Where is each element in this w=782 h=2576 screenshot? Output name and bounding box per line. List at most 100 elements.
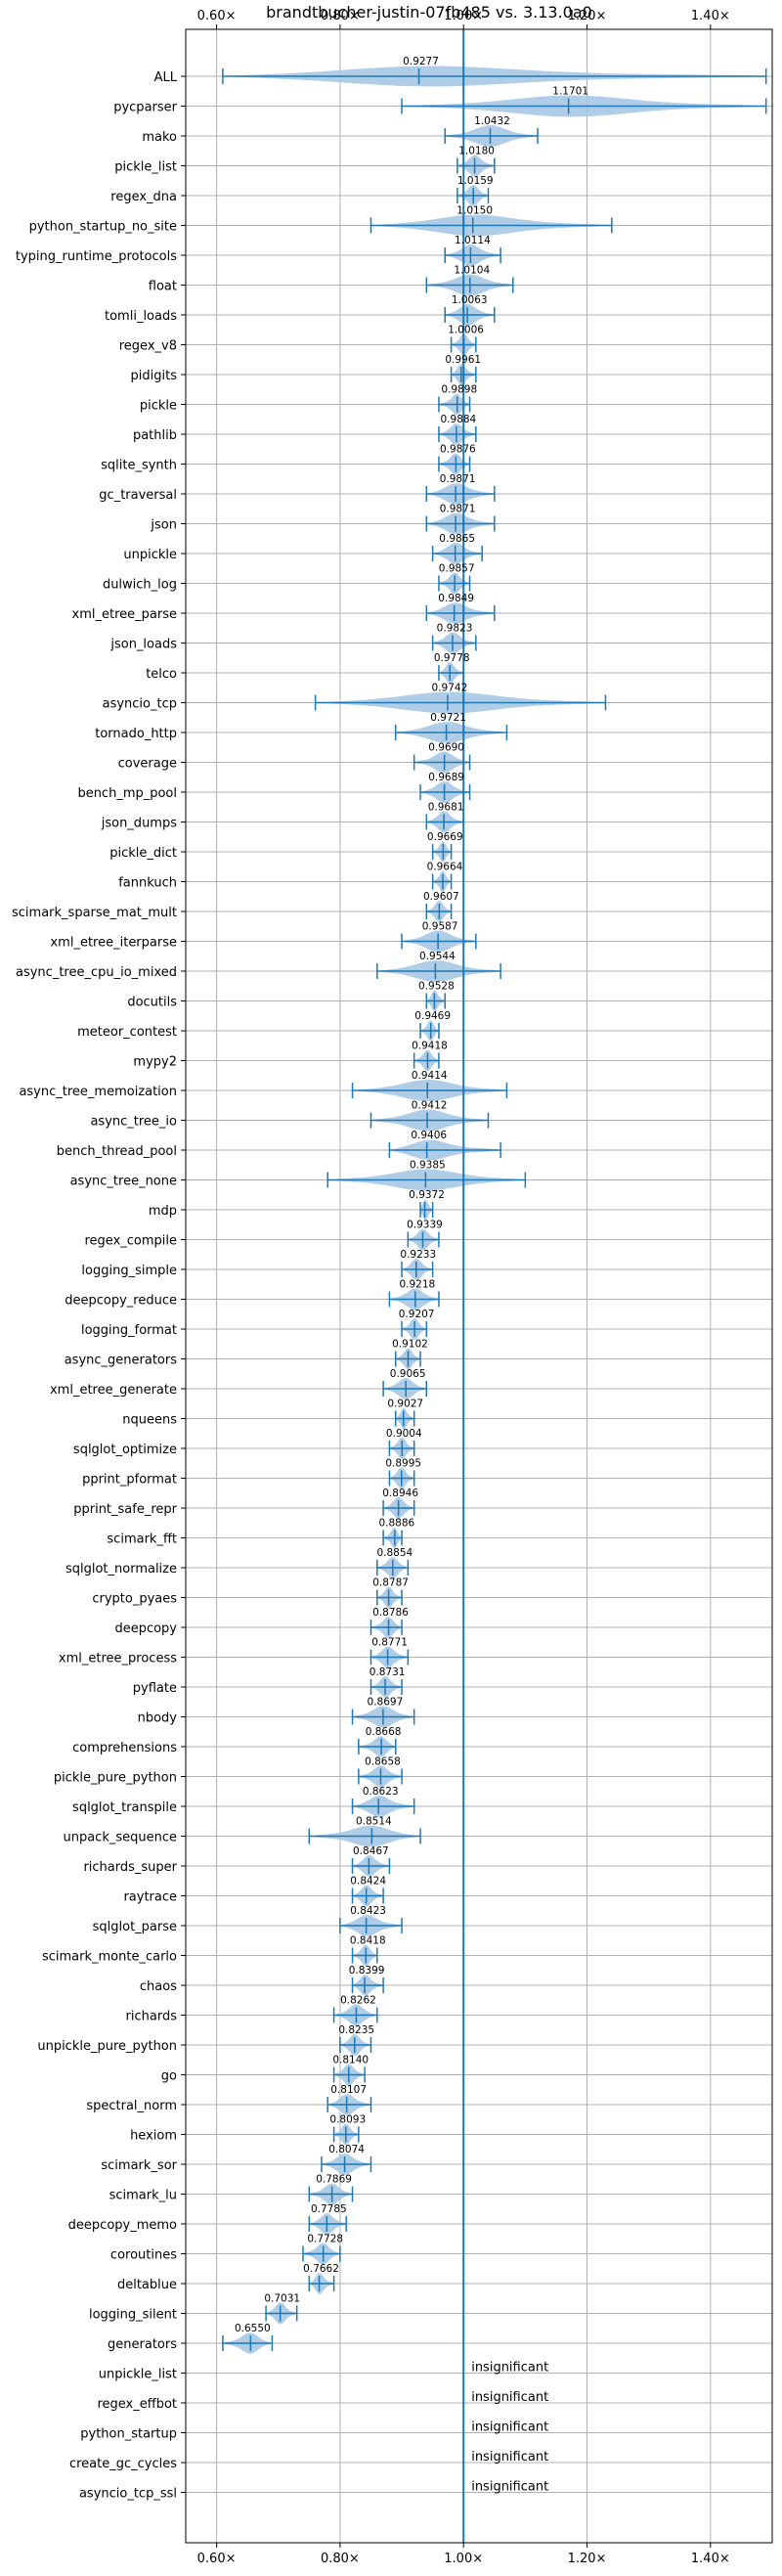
median-value-label: 0.9823 bbox=[437, 623, 473, 635]
benchmark-label: pickle bbox=[140, 399, 177, 414]
benchmark-label: pprint_pformat bbox=[82, 1473, 177, 1488]
median-value-label: 0.9372 bbox=[409, 1189, 445, 1201]
benchmark-label: deepcopy bbox=[114, 1621, 177, 1636]
benchmark-label: raytrace bbox=[123, 1890, 177, 1905]
median-value-label: 0.9339 bbox=[407, 1220, 443, 1231]
median-value-label: 0.9742 bbox=[432, 683, 468, 694]
median-value-label: 0.8262 bbox=[340, 1995, 376, 2007]
benchmark-label: pprint_safe_repr bbox=[73, 1502, 177, 1517]
x-tick-label-bottom: 1.00× bbox=[444, 2552, 483, 2566]
median-value-label: 0.7869 bbox=[316, 2174, 352, 2186]
median-value-label: 0.8668 bbox=[366, 1726, 402, 1738]
median-value-label: 0.8787 bbox=[372, 1577, 409, 1589]
median-value-label: 0.8424 bbox=[350, 1876, 386, 1888]
median-value-label: 0.9607 bbox=[423, 891, 459, 903]
benchmark-label: sqlite_synth bbox=[101, 459, 177, 473]
benchmark-label: unpickle_pure_python bbox=[37, 2039, 177, 2054]
median-value-label: 0.9690 bbox=[428, 742, 464, 754]
median-value-label: 0.9689 bbox=[428, 772, 464, 783]
benchmark-label: telco bbox=[146, 667, 177, 682]
benchmark-label: regex_dna bbox=[110, 190, 177, 204]
median-value-label: 0.9876 bbox=[440, 444, 476, 456]
benchmark-label: scimark_lu bbox=[109, 2189, 177, 2203]
median-value-label: 0.7728 bbox=[307, 2234, 343, 2245]
median-value-label: 1.0432 bbox=[474, 115, 510, 127]
insignificant-label: insignificant bbox=[471, 2421, 548, 2435]
median-value-label: 1.0104 bbox=[454, 265, 490, 277]
benchmark-label: fannkuch bbox=[118, 876, 177, 891]
benchmark-label: generators bbox=[108, 2337, 177, 2352]
median-value-label: 0.9849 bbox=[438, 593, 474, 604]
median-value-label: 0.9681 bbox=[428, 802, 464, 814]
benchmark-label: json bbox=[150, 518, 177, 533]
median-value-label: 0.8623 bbox=[363, 1786, 399, 1798]
benchmark-label: logging_simple bbox=[81, 1264, 177, 1278]
median-value-label: 0.8731 bbox=[369, 1666, 406, 1678]
median-value-label: 0.8107 bbox=[330, 2084, 367, 2096]
median-value-label: 0.8399 bbox=[349, 1965, 385, 1976]
benchmark-label: async_generators bbox=[65, 1354, 178, 1368]
benchmark-label: tornado_http bbox=[95, 727, 177, 741]
benchmark-label: scimark_monte_carlo bbox=[42, 1950, 177, 1965]
benchmark-label: regex_effbot bbox=[97, 2397, 177, 2412]
benchmark-label: xml_etree_generate bbox=[50, 1383, 177, 1398]
benchmark-label: scimark_fft bbox=[107, 1532, 177, 1547]
benchmark-label: sqlglot_transpile bbox=[72, 1800, 177, 1815]
median-value-label: 0.9218 bbox=[399, 1279, 435, 1291]
median-value-label: 0.9414 bbox=[412, 1070, 448, 1082]
median-value-label: 0.8423 bbox=[350, 1905, 386, 1917]
benchmark-label: pickle_pure_python bbox=[54, 1771, 177, 1786]
median-value-label: 0.8235 bbox=[338, 2024, 374, 2036]
benchmark-label: docutils bbox=[127, 996, 177, 1010]
grid-lines bbox=[181, 24, 772, 2548]
benchmark-label: async_tree_memoization bbox=[19, 1085, 177, 1099]
benchmark-label: json_dumps bbox=[101, 817, 177, 831]
plot-frame bbox=[185, 28, 773, 2544]
benchmark-label: typing_runtime_protocols bbox=[16, 249, 177, 264]
median-value-label: 0.8514 bbox=[356, 1816, 392, 1828]
benchmark-label: pathlib bbox=[133, 428, 177, 443]
median-value-label: 0.6550 bbox=[235, 2323, 271, 2334]
labels: 0.60× 0.60× 0.80× 0.80× 1.00× 1.00× 1.20× 1.20×… bbox=[12, 9, 730, 2566]
benchmark-label: float bbox=[149, 280, 177, 294]
benchmark-label: asyncio_tcp bbox=[103, 697, 177, 712]
median-value-label: 1.0063 bbox=[452, 294, 488, 306]
benchmark-label: mako bbox=[142, 130, 177, 145]
benchmark-label: dulwich_log bbox=[103, 578, 177, 593]
median-value-label: 0.9418 bbox=[412, 1041, 448, 1052]
median-value-label: 0.8786 bbox=[372, 1607, 409, 1619]
x-tick-label-bottom: 1.20× bbox=[568, 2552, 607, 2566]
benchmark-label: crypto_pyaes bbox=[92, 1592, 177, 1607]
benchmark-label: unpickle bbox=[123, 548, 177, 562]
median-value-label: 0.9385 bbox=[410, 1160, 446, 1172]
benchmark-label: xml_etree_parse bbox=[72, 607, 177, 622]
median-value-label: 0.9065 bbox=[390, 1368, 426, 1380]
median-value-label: 1.0114 bbox=[455, 235, 491, 246]
benchmark-label: hexiom bbox=[130, 2129, 177, 2144]
x-tick-label-bottom: 0.60× bbox=[197, 2552, 237, 2566]
benchmark-label: xml_etree_process bbox=[59, 1652, 177, 1666]
benchmark-label: scimark_sparse_mat_mult bbox=[12, 906, 177, 920]
benchmark-label: async_tree_none bbox=[70, 1175, 177, 1189]
benchmark-label: deltablue bbox=[117, 2278, 177, 2292]
benchmark-label: pycparser bbox=[113, 101, 177, 115]
median-value-label: 0.9865 bbox=[439, 533, 475, 545]
median-value-label: 0.8697 bbox=[368, 1697, 404, 1709]
benchmark-label: nqueens bbox=[122, 1413, 177, 1428]
median-value-label: 0.9469 bbox=[414, 1010, 451, 1022]
median-value-label: 1.0159 bbox=[457, 175, 494, 187]
benchmark-label: create_gc_cycles bbox=[69, 2457, 177, 2471]
median-value-label: 0.9587 bbox=[422, 921, 458, 933]
benchmark-label: logging_silent bbox=[89, 2308, 177, 2323]
benchmark-label: async_tree_io bbox=[90, 1115, 177, 1130]
benchmark-label: unpack_sequence bbox=[63, 1831, 177, 1845]
median-value-label: 0.9778 bbox=[434, 652, 470, 664]
x-tick-label-top: 0.60× bbox=[197, 9, 237, 23]
benchmark-label: meteor_contest bbox=[77, 1025, 177, 1040]
benchmark-label: python_startup_no_site bbox=[29, 220, 177, 235]
median-value-label: 0.8093 bbox=[329, 2114, 366, 2126]
benchmark-label: deepcopy_reduce bbox=[65, 1294, 177, 1309]
median-value-label: 0.9898 bbox=[441, 384, 477, 396]
